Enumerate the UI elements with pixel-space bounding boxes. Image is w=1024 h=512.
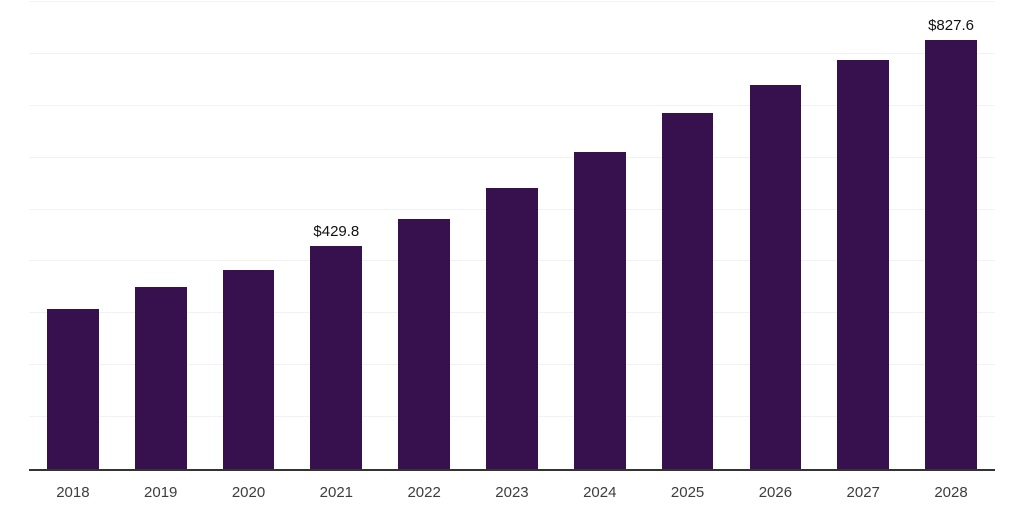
bar-2022[interactable] bbox=[398, 219, 451, 469]
bar-2020[interactable] bbox=[222, 270, 275, 469]
bar-2024[interactable] bbox=[573, 151, 626, 469]
x-axis-label-2022: 2022 bbox=[407, 484, 441, 501]
gridline-600 bbox=[29, 156, 995, 158]
x-axis-label-2021: 2021 bbox=[319, 484, 354, 501]
bar-2023[interactable] bbox=[486, 187, 538, 469]
x-axis-label-2024: 2024 bbox=[583, 484, 617, 501]
value-label-2021: $429.8 bbox=[313, 222, 360, 240]
bar-slot-2022 bbox=[380, 2, 468, 469]
bar-slot-2025 bbox=[644, 2, 732, 469]
bar-2018[interactable] bbox=[47, 309, 99, 469]
x-axis-labels: 2018 2019 2020 2021 2022 2023 2024 2025 2026 2027… bbox=[29, 471, 995, 501]
value-label-2028: $827.6 bbox=[928, 16, 974, 34]
gridline-900 bbox=[29, 1, 995, 2]
bar-2026[interactable] bbox=[749, 85, 802, 469]
bar-slot-2019 bbox=[117, 2, 205, 469]
x-axis-label-2025: 2025 bbox=[670, 484, 705, 501]
bar-2019[interactable] bbox=[134, 287, 187, 469]
x-axis-label-2018: 2018 bbox=[56, 484, 90, 501]
x-axis-label-2023: 2023 bbox=[495, 484, 529, 501]
plot-area: $429.8 $827.6 bbox=[29, 1, 995, 471]
bar-slot-2018 bbox=[29, 2, 117, 469]
gridline-800 bbox=[29, 52, 995, 54]
bar-slot-2023 bbox=[468, 2, 556, 469]
gridline-700 bbox=[29, 104, 995, 106]
x-axis-label-2026: 2026 bbox=[758, 484, 793, 501]
x-axis-label-2028: 2028 bbox=[934, 484, 968, 501]
bar-2028[interactable] bbox=[925, 39, 977, 469]
bar-slot-2024 bbox=[556, 2, 644, 469]
bar-slot-2028: $827.6 bbox=[907, 2, 995, 469]
bar-slot-2027 bbox=[819, 2, 907, 469]
x-axis-label-2020: 2020 bbox=[231, 484, 266, 501]
x-axis-label-2027: 2027 bbox=[846, 484, 880, 501]
bar-2021[interactable] bbox=[310, 245, 363, 469]
bar-slot-2020 bbox=[205, 2, 293, 469]
bar-slot-2026 bbox=[732, 2, 820, 469]
bar-2027[interactable] bbox=[837, 60, 890, 469]
bar-slot-2021: $429.8 bbox=[292, 2, 380, 469]
bar-2025[interactable] bbox=[661, 113, 714, 469]
bars-container: $429.8 $827.6 bbox=[29, 2, 995, 469]
x-axis-label-2019: 2019 bbox=[144, 484, 178, 501]
